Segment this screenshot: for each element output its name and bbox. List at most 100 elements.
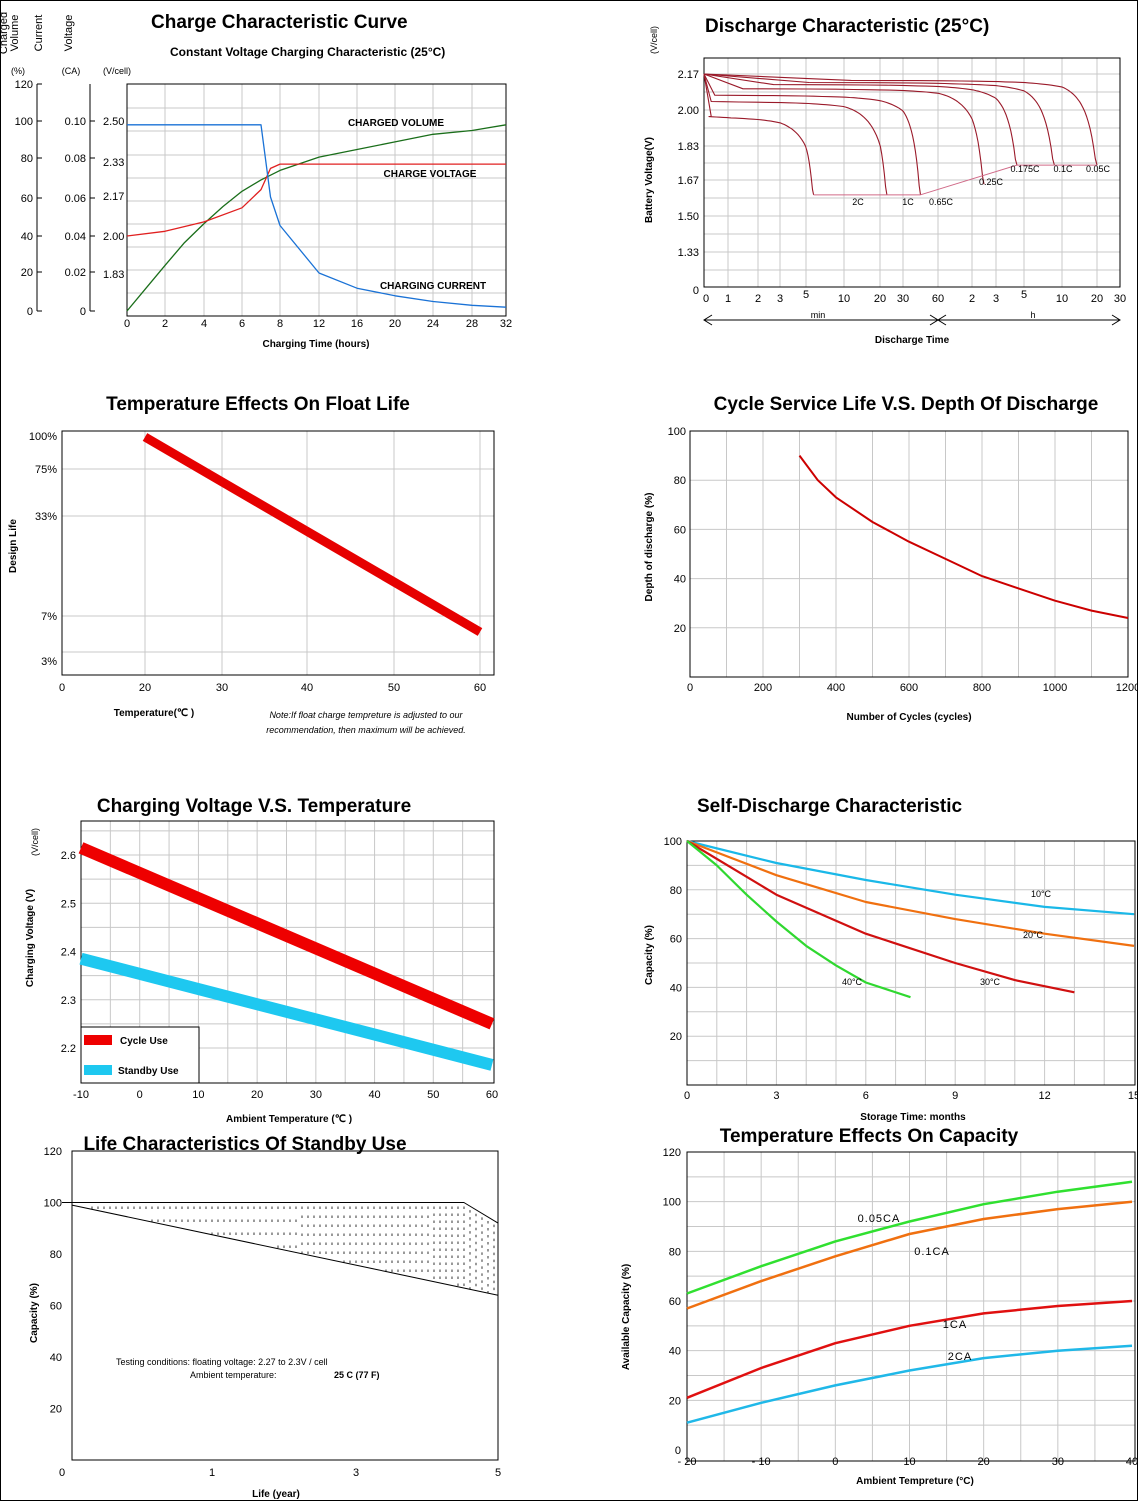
annotation-text: Ambient temperature:: [190, 1370, 277, 1380]
x-tick-label: 0: [59, 682, 65, 694]
y-tick-label: 2.5: [61, 898, 76, 910]
series-line: [686, 840, 1075, 994]
series-label: 0.65C: [929, 197, 954, 207]
y-tick-label: 80: [50, 1249, 62, 1261]
series-label: 0.1C: [1053, 164, 1073, 174]
x-tick-label: 4: [201, 318, 207, 330]
y-tick-label: 1.33: [678, 247, 699, 259]
plot-frame: [703, 57, 1121, 288]
x-tick-label: 40: [301, 682, 313, 694]
legend-label: Standby Use: [118, 1066, 179, 1077]
y-tick-volume: 120: [15, 79, 33, 91]
y-tick-label: 120: [44, 1146, 62, 1158]
x-axis-label: Ambient Tempreture (°C): [856, 1476, 974, 1487]
chart-float-life: Temperature Effects On Float Life 0 20 30 40…: [8, 394, 495, 735]
y-tick-label: 100: [44, 1198, 62, 1210]
series-label: 0.175C: [1010, 164, 1040, 174]
x-tick-label: 1: [209, 1467, 215, 1479]
y-axis-label: Capacity (%): [29, 1283, 40, 1343]
x-axis-label: Charging Time (hours): [262, 339, 369, 350]
x-tick-label: 60: [932, 293, 944, 305]
x-tick-label: 1: [725, 293, 731, 305]
y-tick-volume: 20: [21, 267, 33, 279]
chart-cycle-life: Cycle Service Life V.S. Depth Of Dischar…: [644, 394, 1138, 723]
x-tick-label: 2: [755, 293, 761, 305]
x-tick-label: 0: [703, 293, 709, 305]
y-axis-header: Voltage: [63, 15, 75, 52]
x-tick-label: 3: [773, 1090, 779, 1102]
legend-label: Cycle Use: [120, 1036, 168, 1047]
x-tick-label: 0: [687, 682, 693, 694]
series-label: 10°C: [1031, 889, 1052, 899]
y-tick-label: 20: [50, 1404, 62, 1416]
series-line: [798, 455, 1129, 619]
chart-discharge-characteristic: Discharge Characteristic (25°C)0 1 2 3 5 10 20…: [644, 16, 1126, 346]
y-tick-volume: 40: [21, 231, 33, 243]
x-tick-label: 15: [1128, 1090, 1138, 1102]
plot-frame: [689, 430, 1129, 678]
y-tick-label: 100: [668, 426, 686, 438]
y-tick-current: 0.06: [65, 193, 86, 205]
x-tick-label: 400: [827, 682, 845, 694]
y-axis-label: Capacity (%): [644, 925, 655, 985]
series-line: [142, 433, 483, 636]
x-tick-label: 600: [900, 682, 918, 694]
x-axis-label: Discharge Time: [875, 335, 950, 346]
x-tick-label: 0: [137, 1089, 143, 1101]
x-tick-label: 30: [897, 293, 909, 305]
series-line: [686, 1344, 1133, 1424]
y-tick-label: 60: [674, 524, 686, 536]
x-tick-label: 40: [368, 1089, 380, 1101]
x-tick-label: 20: [874, 293, 886, 305]
plot-frame: [61, 430, 495, 676]
y-tick-label: 80: [669, 1246, 681, 1258]
x-tick-label: 50: [427, 1089, 439, 1101]
x-tick-label: 30: [310, 1089, 322, 1101]
x-axis-label: Temperature(℃ ): [114, 708, 195, 719]
y-tick-label: 1.83: [678, 141, 699, 153]
chart-standby-life: Life Characteristics Of Standby Use 0 1 3 5 1…: [29, 1134, 501, 1500]
series-label: 0.25C: [979, 177, 1004, 187]
x-tick-label: 1000: [1043, 682, 1067, 694]
x-tick-label: 30: [216, 682, 228, 694]
chart-self-discharge: Self-Discharge Characteristic 0 3 6 9 12 15 100…: [644, 796, 1138, 1123]
x-tick-label: 3: [777, 293, 783, 305]
y-tick-label: 2.17: [678, 69, 699, 81]
plot-frame: [686, 1151, 1136, 1462]
y-tick-label: 0: [675, 1445, 681, 1457]
series-line: [703, 73, 985, 185]
x-tick-label: 30: [1052, 1456, 1064, 1468]
series-line: [703, 73, 1055, 166]
y-axis-label: Battery Voltage(V): [644, 137, 655, 223]
series-line: [72, 1202, 499, 1224]
y-tick-current: 0.10: [65, 116, 86, 128]
series-label: CHARGING CURRENT: [380, 281, 486, 292]
x-tick-label: 16: [351, 318, 363, 330]
y-tick-label: 3%: [41, 656, 57, 668]
series-label: CHARGE VOLTAGE: [384, 169, 477, 180]
y-tick-label: 60: [669, 1296, 681, 1308]
y-tick-volume: 80: [21, 153, 33, 165]
y-tick-voltage: 1.83: [103, 269, 124, 281]
series-label: 0.05C: [1086, 164, 1111, 174]
series-line: [686, 1200, 1133, 1310]
y-tick-volume: 60: [21, 193, 33, 205]
x-axis-label: Storage Time: months: [860, 1112, 966, 1123]
y-tick-current: 0.02: [65, 267, 86, 279]
y-axis-label: Charging Voltage (V): [25, 889, 36, 987]
series-label: 2CA: [948, 1351, 972, 1363]
x-tick-label: - 20: [678, 1456, 697, 1468]
y-tick-voltage: 2.00: [103, 231, 124, 243]
series-label: 20°C: [1023, 930, 1044, 940]
y-axis-label: Depth of discharge (%): [644, 493, 655, 602]
y-tick-current: 0: [80, 306, 86, 318]
x-tick-label: 6: [239, 318, 245, 330]
series-line: [703, 73, 922, 195]
y-tick-label: 1.67: [678, 175, 699, 187]
y-tick-label: 100: [664, 836, 682, 848]
y-tick-voltage: 2.50: [103, 116, 124, 128]
series-line: [79, 952, 494, 1071]
arrow-head: [703, 314, 713, 326]
y-tick-label: 2.3: [61, 995, 76, 1007]
